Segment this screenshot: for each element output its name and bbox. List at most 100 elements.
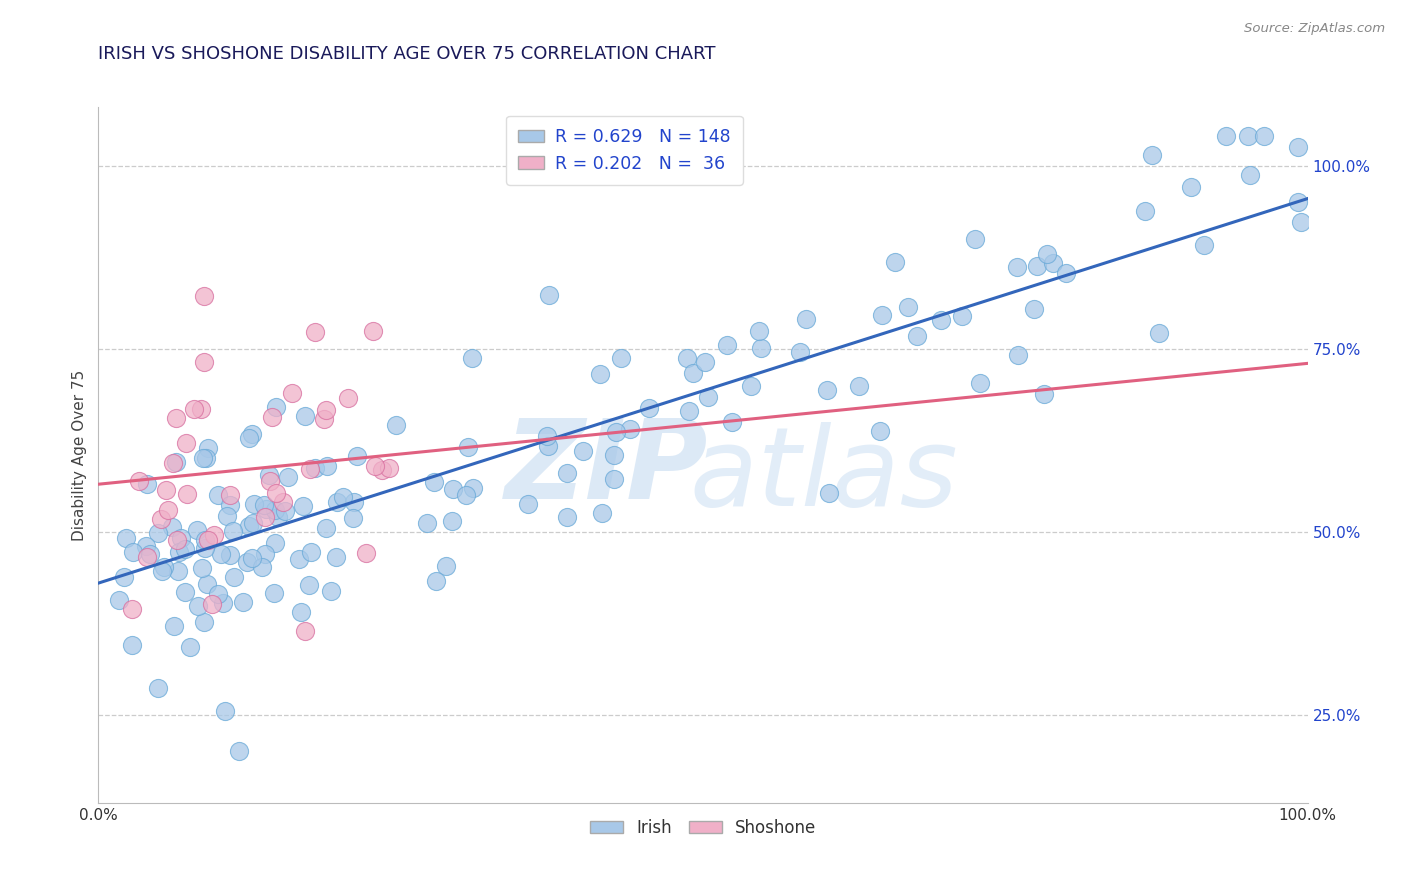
Point: [314, 412, 336, 426]
Point: [150, 564, 173, 578]
Point: [1194, 237, 1216, 252]
Point: [264, 535, 287, 549]
Point: [385, 418, 408, 433]
Point: [965, 232, 987, 246]
Point: [254, 510, 277, 524]
Point: [252, 498, 274, 512]
Point: [1253, 129, 1275, 144]
Point: [202, 528, 225, 542]
Point: [294, 624, 316, 638]
Text: IRISH VS SHOSHONE DISABILITY AGE OVER 75 CORRELATION CHART: IRISH VS SHOSHONE DISABILITY AGE OVER 75…: [98, 45, 716, 62]
Point: [325, 550, 347, 565]
Point: [288, 552, 311, 566]
Point: [796, 311, 818, 326]
Point: [721, 415, 744, 429]
Point: [319, 583, 342, 598]
Point: [1054, 267, 1077, 281]
Point: [461, 351, 484, 365]
Y-axis label: Disability Age Over 75: Disability Age Over 75: [72, 369, 87, 541]
Point: [228, 744, 250, 758]
Point: [605, 425, 627, 439]
Point: [537, 439, 560, 453]
Point: [377, 460, 399, 475]
Point: [555, 467, 578, 481]
Point: [363, 459, 385, 474]
Point: [112, 570, 135, 584]
Point: [298, 578, 321, 592]
Point: [572, 444, 595, 458]
Point: [211, 596, 233, 610]
Point: [969, 376, 991, 390]
Text: ZIP: ZIP: [505, 416, 709, 523]
Point: [174, 584, 197, 599]
Point: [218, 548, 240, 562]
Point: [619, 421, 641, 435]
Point: [187, 599, 209, 613]
Point: [1237, 129, 1260, 144]
Point: [1007, 260, 1029, 274]
Point: [254, 547, 277, 561]
Point: [224, 570, 246, 584]
Point: [157, 503, 180, 517]
Point: [136, 477, 159, 491]
Point: [263, 503, 285, 517]
Point: [332, 490, 354, 504]
Point: [174, 436, 197, 450]
Point: [423, 475, 446, 489]
Point: [197, 441, 219, 455]
Point: [150, 511, 173, 525]
Point: [195, 451, 218, 466]
Point: [207, 488, 229, 502]
Point: [179, 640, 201, 654]
Point: [266, 401, 288, 415]
Point: [434, 559, 457, 574]
Point: [817, 485, 839, 500]
Point: [454, 488, 477, 502]
Point: [749, 341, 772, 355]
Point: [343, 495, 366, 509]
Point: [1007, 348, 1029, 362]
Point: [195, 576, 218, 591]
Point: [193, 615, 215, 629]
Point: [1289, 215, 1312, 229]
Point: [240, 426, 263, 441]
Point: [1033, 387, 1056, 401]
Point: [240, 550, 263, 565]
Point: [457, 440, 479, 454]
Point: [238, 519, 260, 533]
Point: [610, 351, 633, 365]
Point: [416, 516, 439, 530]
Point: [555, 510, 578, 524]
Point: [603, 472, 626, 486]
Point: [166, 533, 188, 548]
Point: [294, 409, 316, 423]
Point: [128, 475, 150, 489]
Point: [148, 681, 170, 695]
Point: [271, 494, 294, 508]
Point: [299, 544, 322, 558]
Point: [872, 308, 894, 322]
Point: [222, 524, 245, 538]
Point: [155, 483, 177, 497]
Point: [1026, 259, 1049, 273]
Point: [160, 520, 183, 534]
Point: [315, 521, 337, 535]
Point: [167, 564, 190, 578]
Point: [371, 462, 394, 476]
Point: [905, 328, 928, 343]
Point: [716, 338, 738, 352]
Point: [136, 550, 159, 565]
Point: [174, 542, 197, 557]
Point: [883, 255, 905, 269]
Point: [354, 546, 377, 560]
Point: [107, 593, 129, 607]
Point: [848, 379, 870, 393]
Legend: Irish, Shoshone: Irish, Shoshone: [583, 812, 823, 843]
Text: Source: ZipAtlas.com: Source: ZipAtlas.com: [1244, 22, 1385, 36]
Point: [326, 495, 349, 509]
Point: [232, 595, 254, 609]
Point: [121, 638, 143, 652]
Point: [135, 539, 157, 553]
Point: [591, 507, 613, 521]
Point: [139, 547, 162, 561]
